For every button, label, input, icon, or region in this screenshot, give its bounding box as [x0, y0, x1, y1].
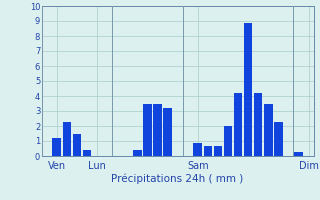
Bar	[73, 134, 81, 156]
Bar	[52, 138, 61, 156]
Bar	[244, 22, 252, 156]
Bar	[143, 104, 152, 156]
Bar	[83, 150, 91, 156]
Bar	[274, 121, 283, 156]
Bar	[254, 93, 262, 156]
Bar	[153, 104, 162, 156]
Bar	[62, 121, 71, 156]
Bar	[294, 152, 303, 156]
X-axis label: Précipitations 24h ( mm ): Précipitations 24h ( mm )	[111, 174, 244, 184]
Bar	[204, 146, 212, 156]
Bar	[163, 108, 172, 156]
Bar	[264, 104, 273, 156]
Bar	[224, 126, 232, 156]
Bar	[133, 150, 141, 156]
Bar	[234, 93, 242, 156]
Bar	[214, 146, 222, 156]
Bar	[194, 142, 202, 156]
